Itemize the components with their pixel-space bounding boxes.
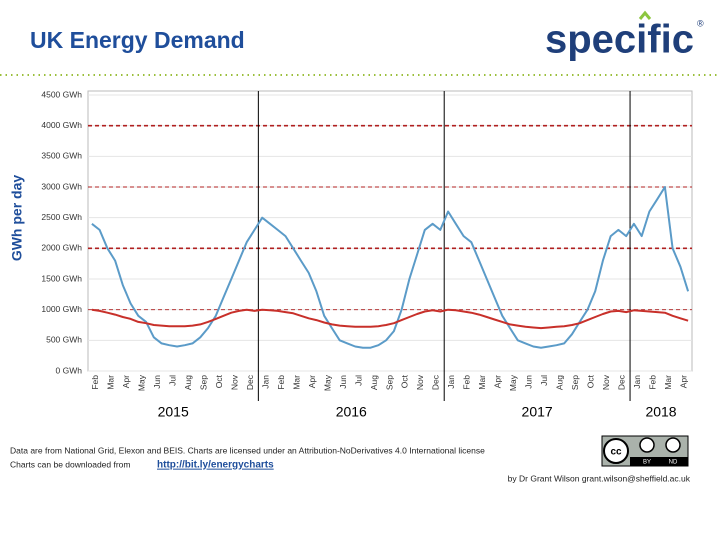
x-tick-label: Jan xyxy=(260,375,270,389)
badge-text: BY xyxy=(643,460,651,466)
plot-area xyxy=(87,90,693,372)
y-tick-label: 4500 GWh xyxy=(41,89,82,99)
plot: 0 GWh 500 GWh 1000 GWh 1500 GWh 2000 GWh 2500… xyxy=(41,89,693,420)
y-tick-label: 1000 GWh xyxy=(41,304,82,314)
license-badge: cc BY ND xyxy=(601,435,689,467)
x-tick-label: Dec xyxy=(431,374,441,390)
year-label: 2017 xyxy=(522,404,553,420)
year-label: 2015 xyxy=(158,404,189,420)
x-tick-label: Aug xyxy=(183,375,193,390)
footer-note: Charts can be downloaded from xyxy=(10,459,131,469)
x-tick-label: Oct xyxy=(586,374,596,388)
x-tick-label: Jun xyxy=(152,375,162,389)
x-tick-label: Jan xyxy=(632,375,642,389)
x-tick-label: Sep xyxy=(384,375,394,390)
y-tick-label: 3500 GWh xyxy=(41,151,82,161)
x-tick-label: Apr xyxy=(679,375,689,388)
x-tick-label: Apr xyxy=(493,375,503,388)
logo: specific xyxy=(545,18,694,62)
x-tick-label: Dec xyxy=(245,374,255,390)
x-tick-label: Sep xyxy=(570,375,580,390)
x-tick-label: Feb xyxy=(648,375,658,390)
logo-mark: ® xyxy=(697,18,704,28)
x-tick-label: Sep xyxy=(198,375,208,390)
x-tick-label: Feb xyxy=(276,375,286,390)
x-tick-label: Apr xyxy=(307,375,317,388)
x-tick-label: Jul xyxy=(539,375,549,386)
x-tick-label: Mar xyxy=(663,375,673,390)
x-tick-label: May xyxy=(136,374,146,391)
footer-note: Data are from National Grid, Elexon and … xyxy=(10,445,485,455)
x-tick-label: Nov xyxy=(415,374,425,390)
y-tick-label: 3000 GWh xyxy=(41,181,82,191)
x-tick-label: Nov xyxy=(601,374,611,390)
x-tick-label: Aug xyxy=(369,375,379,390)
logo-accent xyxy=(638,10,652,20)
x-tick-label: Jun xyxy=(524,375,534,389)
download-link[interactable]: http://bit.ly/energycharts xyxy=(157,460,274,471)
x-tick-label: Feb xyxy=(462,375,472,390)
y-tick-label: 1500 GWh xyxy=(41,273,82,283)
x-tick-label: Jun xyxy=(338,375,348,389)
x-tick-label: Feb xyxy=(90,375,100,390)
x-tick-label: Oct xyxy=(400,374,410,388)
y-tick-label: 4000 GWh xyxy=(41,120,82,130)
slide-title: UK Energy Demand xyxy=(30,27,245,53)
series-line xyxy=(91,186,690,349)
y-tick-label: 2500 GWh xyxy=(41,212,82,222)
x-tick-label: Nov xyxy=(229,374,239,390)
x-tick-label: May xyxy=(508,374,518,391)
y-tick-label: 500 GWh xyxy=(46,335,82,345)
x-tick-label: Jul xyxy=(353,375,363,386)
y-tick-label: 0 GWh xyxy=(56,365,83,375)
x-tick-label: Jul xyxy=(167,375,177,386)
y-tick-label: 2000 GWh xyxy=(41,243,82,253)
badge-text: cc xyxy=(610,447,622,458)
x-tick-label: Dec xyxy=(617,374,627,390)
x-tick-label: Oct xyxy=(214,374,224,388)
year-label: 2018 xyxy=(645,404,676,420)
x-tick-label: Mar xyxy=(477,375,487,390)
x-tick-label: Mar xyxy=(291,375,301,390)
x-tick-label: Aug xyxy=(555,375,565,390)
byline: by Dr Grant Wilson grant.wilson@sheffiel… xyxy=(508,473,691,483)
year-label: 2016 xyxy=(336,404,367,420)
x-tick-label: Mar xyxy=(105,375,115,390)
x-tick-label: Apr xyxy=(121,375,131,388)
y-axis-label: GWh per day xyxy=(9,175,25,262)
x-tick-label: Jan xyxy=(446,375,456,389)
badge-text: ND xyxy=(669,460,678,466)
series-line xyxy=(91,308,689,330)
x-tick-label: May xyxy=(322,374,332,391)
